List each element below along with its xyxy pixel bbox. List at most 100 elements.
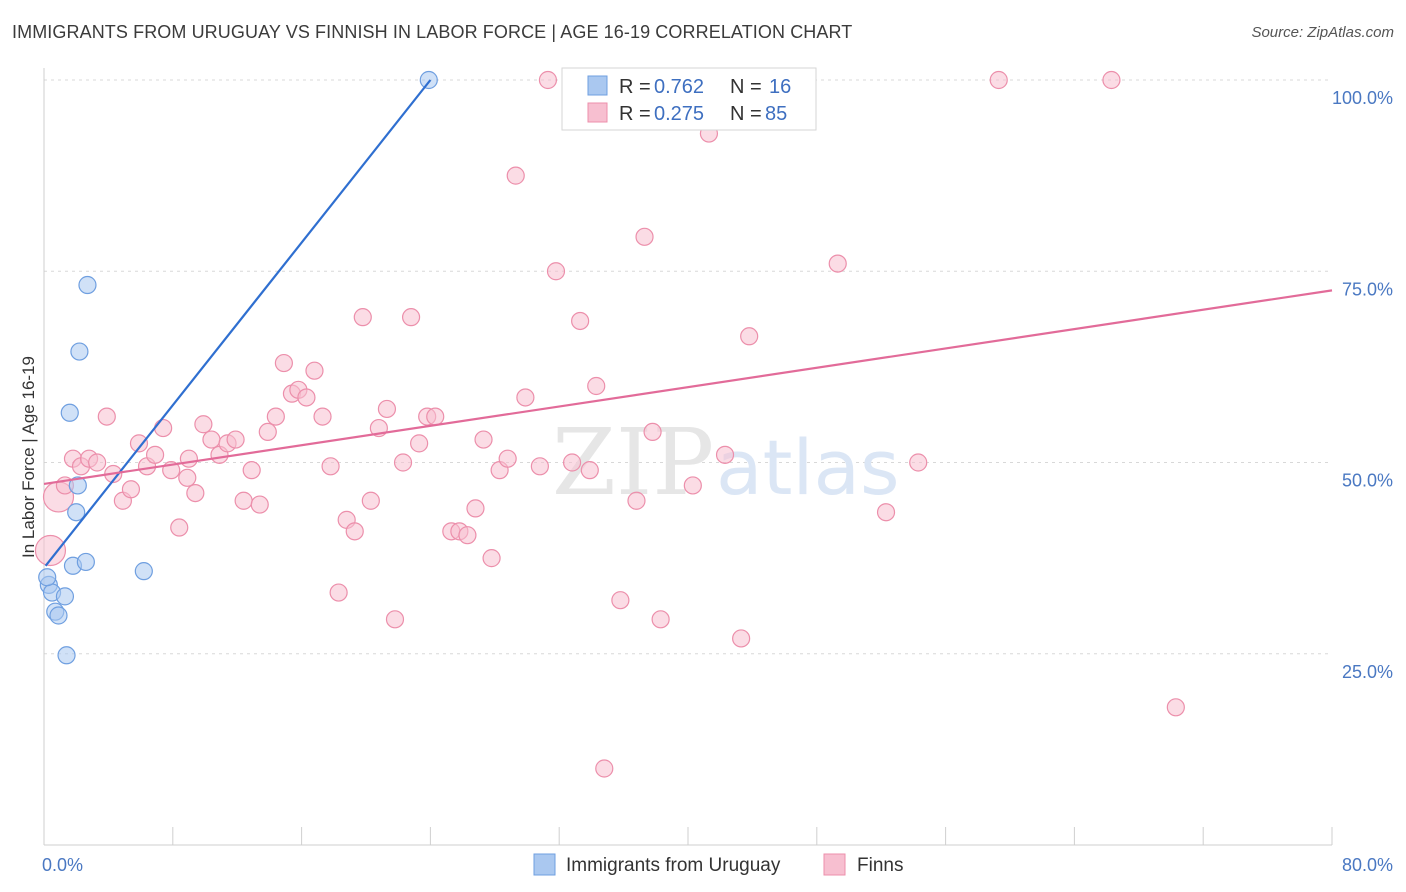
point-blue bbox=[67, 503, 86, 522]
trend-line-blue bbox=[44, 79, 432, 567]
watermark-atlas: atlas bbox=[716, 423, 900, 512]
gridlines bbox=[44, 79, 1332, 655]
x-minor-ticks bbox=[43, 827, 1333, 845]
point-blue bbox=[68, 476, 87, 495]
point-pink bbox=[329, 583, 348, 602]
series-legend-swatch-uruguay[interactable] bbox=[533, 853, 556, 876]
point-pink bbox=[274, 353, 293, 373]
point-pink bbox=[266, 407, 285, 426]
point-pink bbox=[353, 308, 372, 327]
point-blue bbox=[49, 606, 68, 625]
point-pink bbox=[482, 549, 501, 568]
point-pink bbox=[297, 388, 316, 407]
point-pink bbox=[458, 526, 477, 545]
point-blue bbox=[134, 562, 153, 581]
y-tick-label: 25.0% bbox=[1342, 662, 1393, 682]
point-pink bbox=[401, 308, 421, 327]
point-pink bbox=[876, 503, 896, 522]
legend-n-value-uruguay: 16 bbox=[769, 76, 791, 98]
point-pink bbox=[651, 610, 670, 629]
source-credit: Source: ZipAtlas.com bbox=[1251, 24, 1394, 41]
x-tick-label: 80.0% bbox=[1342, 855, 1393, 875]
series-legend-swatch-finns[interactable] bbox=[823, 853, 846, 876]
chart-title: IMMIGRANTS FROM URUGUAY VS FINNISH IN LA… bbox=[12, 22, 853, 42]
point-pink bbox=[506, 166, 525, 185]
point-pink bbox=[345, 522, 364, 541]
uruguay-points bbox=[38, 70, 438, 665]
point-pink bbox=[313, 407, 332, 426]
point-pink bbox=[595, 759, 614, 778]
y-tick-label: 100.0% bbox=[1332, 88, 1393, 108]
point-pink bbox=[377, 399, 397, 419]
point-pink bbox=[170, 518, 189, 537]
point-pink bbox=[562, 453, 582, 472]
point-pink bbox=[571, 311, 590, 331]
point-pink bbox=[305, 361, 324, 380]
point-pink bbox=[178, 468, 197, 487]
series-legend: Immigrants from Uruguay Finns bbox=[533, 853, 903, 876]
point-pink bbox=[129, 434, 149, 453]
point-blue bbox=[78, 275, 97, 295]
point-pink bbox=[715, 445, 735, 464]
correlation-legend: R = 0.762 N = 16 R = 0.275 N = 85 bbox=[561, 67, 817, 131]
series-legend-label-finns[interactable]: Finns bbox=[857, 855, 903, 876]
point-pink bbox=[194, 415, 213, 434]
y-axis-label: In Labor Force | Age 16-19 bbox=[19, 356, 38, 558]
point-pink bbox=[410, 434, 429, 453]
point-pink bbox=[258, 422, 277, 441]
legend-r-value-uruguay: 0.762 bbox=[654, 76, 704, 98]
series-legend-label-uruguay[interactable]: Immigrants from Uruguay bbox=[566, 855, 781, 876]
point-blue bbox=[76, 552, 95, 572]
point-blue bbox=[70, 342, 89, 361]
point-pink bbox=[611, 591, 630, 610]
trend-line-pink bbox=[43, 289, 1333, 486]
point-pink bbox=[426, 407, 445, 426]
point-blue bbox=[38, 568, 57, 587]
point-blue bbox=[55, 587, 75, 606]
point-pink bbox=[643, 422, 662, 441]
point-pink bbox=[393, 453, 413, 472]
point-pink bbox=[242, 461, 261, 480]
point-pink bbox=[179, 449, 198, 468]
legend-r-label-uruguay: R = bbox=[619, 76, 651, 98]
legend-swatch-finns bbox=[587, 102, 608, 123]
point-pink bbox=[587, 376, 606, 396]
legend-r-label-finns: R = bbox=[619, 103, 651, 125]
x-tick-labels: 0.0% 80.0% bbox=[42, 855, 1393, 875]
point-pink bbox=[88, 453, 107, 472]
point-pink bbox=[361, 491, 380, 510]
y-tick-label: 75.0% bbox=[1342, 279, 1393, 299]
legend-n-value-finns: 85 bbox=[765, 103, 787, 125]
point-pink bbox=[186, 484, 205, 503]
point-pink bbox=[683, 476, 702, 495]
legend-n-label-uruguay: N = bbox=[730, 76, 762, 98]
point-pink bbox=[530, 457, 549, 476]
point-pink bbox=[154, 418, 173, 438]
legend-swatch-uruguay bbox=[587, 75, 608, 96]
point-pink bbox=[385, 610, 405, 629]
y-tick-label: 50.0% bbox=[1342, 471, 1393, 491]
point-blue bbox=[419, 70, 438, 90]
trend-lines bbox=[43, 79, 1333, 567]
point-pink bbox=[466, 499, 485, 518]
point-pink bbox=[627, 491, 646, 510]
point-pink bbox=[740, 327, 759, 346]
legend-n-label-finns: N = bbox=[730, 103, 762, 125]
point-pink bbox=[145, 445, 165, 464]
y-tick-labels: 25.0% 50.0% 75.0% 100.0% bbox=[1332, 88, 1393, 682]
x-tick-label: 0.0% bbox=[42, 855, 83, 875]
point-pink bbox=[732, 629, 751, 648]
point-pink bbox=[1166, 698, 1185, 717]
point-pink bbox=[97, 407, 116, 426]
point-pink bbox=[321, 457, 340, 476]
point-pink bbox=[34, 534, 67, 567]
point-pink bbox=[635, 227, 654, 246]
point-pink bbox=[538, 70, 558, 90]
point-pink bbox=[828, 254, 847, 273]
point-pink bbox=[546, 262, 566, 281]
point-pink bbox=[909, 453, 928, 472]
point-pink bbox=[234, 491, 253, 510]
point-pink bbox=[226, 430, 245, 449]
point-pink bbox=[121, 480, 141, 499]
